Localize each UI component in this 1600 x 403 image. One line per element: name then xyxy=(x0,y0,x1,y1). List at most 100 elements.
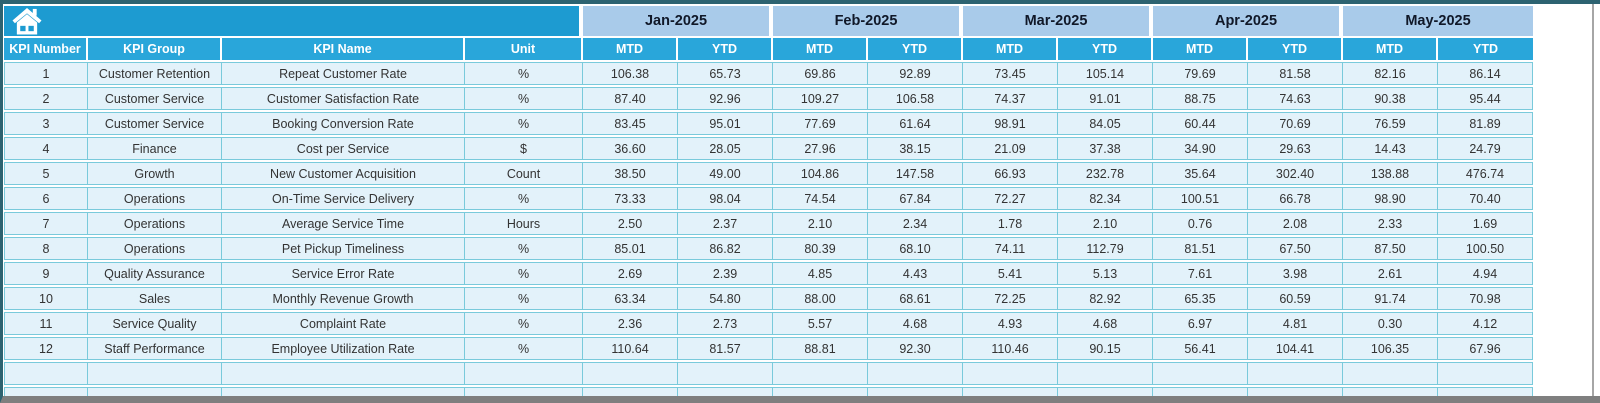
value-cell-apr-ytd[interactable]: 67.50 xyxy=(1248,237,1343,260)
unit-cell[interactable]: % xyxy=(465,237,583,260)
value-cell-apr-ytd[interactable]: 60.59 xyxy=(1248,287,1343,310)
value-cell-apr-mtd[interactable]: 100.51 xyxy=(1153,187,1248,210)
value-cell-feb-mtd[interactable]: 80.39 xyxy=(773,237,868,260)
value-cell-feb-ytd[interactable]: 4.43 xyxy=(868,262,963,285)
value-cell-apr-ytd[interactable]: 2.08 xyxy=(1248,212,1343,235)
value-cell-feb-ytd[interactable]: 2.34 xyxy=(868,212,963,235)
value-cell-mar-ytd[interactable]: 2.10 xyxy=(1058,212,1153,235)
kpi-group-cell[interactable]: Operations xyxy=(88,237,222,260)
value-cell-apr-ytd[interactable] xyxy=(1248,362,1343,385)
value-cell-jan-mtd[interactable]: 83.45 xyxy=(583,112,678,135)
kpi-name-cell[interactable]: Employee Utilization Rate xyxy=(222,337,465,360)
value-cell-mar-ytd[interactable]: 82.34 xyxy=(1058,187,1153,210)
kpi-number-cell[interactable]: 7 xyxy=(4,212,88,235)
header-apr-ytd[interactable]: YTD xyxy=(1248,38,1343,60)
value-cell-feb-ytd[interactable]: 92.30 xyxy=(868,337,963,360)
value-cell-feb-ytd[interactable]: 4.68 xyxy=(868,312,963,335)
value-cell-jan-mtd[interactable]: 63.34 xyxy=(583,287,678,310)
value-cell-may-ytd[interactable]: 86.14 xyxy=(1438,62,1533,85)
value-cell-mar-ytd[interactable]: 84.05 xyxy=(1058,112,1153,135)
value-cell-feb-ytd[interactable] xyxy=(868,362,963,385)
value-cell-mar-ytd[interactable]: 90.15 xyxy=(1058,337,1153,360)
value-cell-mar-mtd[interactable]: 72.27 xyxy=(963,187,1058,210)
value-cell-feb-ytd[interactable] xyxy=(868,387,963,396)
value-cell-may-ytd[interactable]: 24.79 xyxy=(1438,137,1533,160)
value-cell-jan-ytd[interactable]: 2.39 xyxy=(678,262,773,285)
value-cell-apr-ytd[interactable]: 74.63 xyxy=(1248,87,1343,110)
unit-cell[interactable]: Hours xyxy=(465,212,583,235)
value-cell-mar-mtd[interactable]: 74.37 xyxy=(963,87,1058,110)
value-cell-feb-mtd[interactable]: 77.69 xyxy=(773,112,868,135)
value-cell-mar-mtd[interactable]: 1.78 xyxy=(963,212,1058,235)
kpi-name-cell[interactable]: On-Time Service Delivery xyxy=(222,187,465,210)
value-cell-may-mtd[interactable]: 91.74 xyxy=(1343,287,1438,310)
value-cell-apr-mtd[interactable]: 56.41 xyxy=(1153,337,1248,360)
kpi-number-cell[interactable]: 11 xyxy=(4,312,88,335)
value-cell-feb-ytd[interactable]: 67.84 xyxy=(868,187,963,210)
value-cell-may-ytd[interactable]: 1.69 xyxy=(1438,212,1533,235)
kpi-group-cell[interactable]: Customer Service xyxy=(88,87,222,110)
unit-cell[interactable]: % xyxy=(465,287,583,310)
kpi-name-cell[interactable]: Customer Satisfaction Rate xyxy=(222,87,465,110)
header-mar-ytd[interactable]: YTD xyxy=(1058,38,1153,60)
value-cell-may-ytd[interactable]: 4.12 xyxy=(1438,312,1533,335)
value-cell-jan-mtd[interactable] xyxy=(583,362,678,385)
value-cell-mar-mtd[interactable]: 21.09 xyxy=(963,137,1058,160)
kpi-group-cell[interactable]: Service Quality xyxy=(88,312,222,335)
header-unit[interactable]: Unit xyxy=(465,38,583,60)
value-cell-may-ytd[interactable]: 95.44 xyxy=(1438,87,1533,110)
value-cell-apr-ytd[interactable]: 66.78 xyxy=(1248,187,1343,210)
unit-cell[interactable]: % xyxy=(465,187,583,210)
month-header-jan[interactable]: Jan-2025 xyxy=(583,6,773,36)
value-cell-may-ytd[interactable]: 4.94 xyxy=(1438,262,1533,285)
value-cell-apr-mtd[interactable]: 35.64 xyxy=(1153,162,1248,185)
value-cell-mar-ytd[interactable] xyxy=(1058,362,1153,385)
value-cell-may-mtd[interactable]: 2.33 xyxy=(1343,212,1438,235)
value-cell-jan-mtd[interactable]: 73.33 xyxy=(583,187,678,210)
header-kpi-group[interactable]: KPI Group xyxy=(88,38,222,60)
value-cell-jan-ytd[interactable]: 81.57 xyxy=(678,337,773,360)
kpi-name-cell[interactable]: Cost per Service xyxy=(222,137,465,160)
unit-cell[interactable]: % xyxy=(465,112,583,135)
kpi-group-cell[interactable]: Quality Assurance xyxy=(88,262,222,285)
kpi-name-cell[interactable] xyxy=(222,387,465,396)
kpi-name-cell[interactable]: Service Error Rate xyxy=(222,262,465,285)
value-cell-jan-ytd[interactable]: 98.04 xyxy=(678,187,773,210)
value-cell-may-mtd[interactable]: 90.38 xyxy=(1343,87,1438,110)
unit-cell[interactable]: % xyxy=(465,262,583,285)
value-cell-apr-mtd[interactable] xyxy=(1153,362,1248,385)
value-cell-jan-mtd[interactable]: 2.36 xyxy=(583,312,678,335)
kpi-group-cell[interactable] xyxy=(88,362,222,385)
value-cell-may-mtd[interactable]: 98.90 xyxy=(1343,187,1438,210)
value-cell-mar-ytd[interactable]: 105.14 xyxy=(1058,62,1153,85)
kpi-name-cell[interactable]: Complaint Rate xyxy=(222,312,465,335)
header-mar-mtd[interactable]: MTD xyxy=(963,38,1058,60)
value-cell-mar-mtd[interactable]: 110.46 xyxy=(963,337,1058,360)
value-cell-feb-mtd[interactable]: 104.86 xyxy=(773,162,868,185)
kpi-group-cell[interactable]: Customer Service xyxy=(88,112,222,135)
header-feb-ytd[interactable]: YTD xyxy=(868,38,963,60)
kpi-group-cell[interactable]: Growth xyxy=(88,162,222,185)
value-cell-apr-ytd[interactable]: 4.81 xyxy=(1248,312,1343,335)
value-cell-apr-mtd[interactable]: 81.51 xyxy=(1153,237,1248,260)
value-cell-mar-ytd[interactable] xyxy=(1058,387,1153,396)
kpi-group-cell[interactable]: Staff Performance xyxy=(88,337,222,360)
value-cell-may-mtd[interactable]: 87.50 xyxy=(1343,237,1438,260)
value-cell-feb-mtd[interactable]: 2.10 xyxy=(773,212,868,235)
unit-cell[interactable]: % xyxy=(465,312,583,335)
month-header-may[interactable]: May-2025 xyxy=(1343,6,1533,36)
value-cell-apr-mtd[interactable]: 7.61 xyxy=(1153,262,1248,285)
value-cell-feb-mtd[interactable]: 5.57 xyxy=(773,312,868,335)
value-cell-apr-ytd[interactable]: 302.40 xyxy=(1248,162,1343,185)
value-cell-mar-mtd[interactable]: 4.93 xyxy=(963,312,1058,335)
value-cell-apr-mtd[interactable]: 34.90 xyxy=(1153,137,1248,160)
kpi-group-cell[interactable] xyxy=(88,387,222,396)
value-cell-mar-mtd[interactable]: 98.91 xyxy=(963,112,1058,135)
value-cell-may-ytd[interactable]: 81.89 xyxy=(1438,112,1533,135)
value-cell-feb-ytd[interactable]: 68.10 xyxy=(868,237,963,260)
kpi-group-cell[interactable]: Customer Retention xyxy=(88,62,222,85)
kpi-group-cell[interactable]: Operations xyxy=(88,212,222,235)
value-cell-jan-ytd[interactable]: 28.05 xyxy=(678,137,773,160)
value-cell-apr-mtd[interactable]: 65.35 xyxy=(1153,287,1248,310)
value-cell-jan-ytd[interactable]: 2.73 xyxy=(678,312,773,335)
